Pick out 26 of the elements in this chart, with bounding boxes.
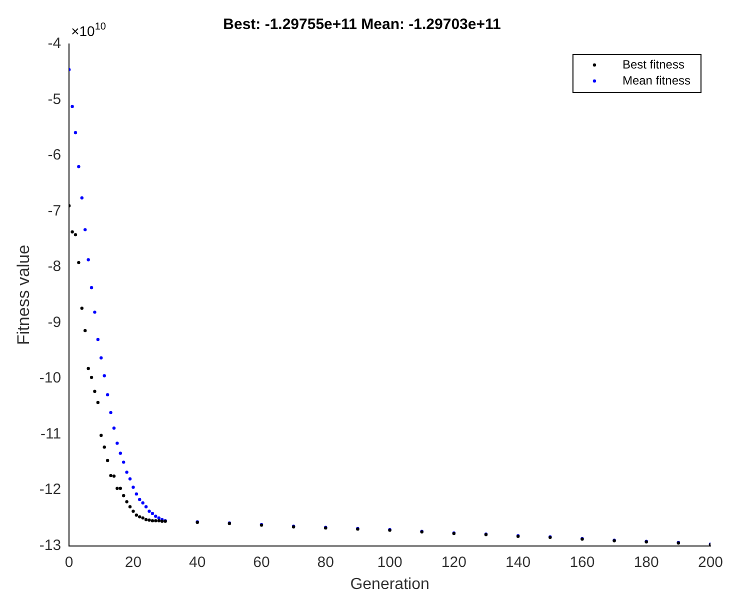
x-tick-label: 180	[634, 554, 659, 571]
y-tick-label: -12	[39, 481, 62, 498]
x-tick-label: 20	[124, 554, 142, 571]
y-tick-label: -10	[39, 370, 62, 387]
y-tick-label: -5	[48, 90, 62, 108]
x-tick-label: 0	[64, 554, 74, 571]
y-tick-label: -7	[48, 202, 62, 220]
x-tick-label: 140	[506, 554, 531, 571]
x-axis-title: Generation	[350, 576, 430, 593]
y-tick-label: -11	[40, 425, 62, 442]
y-axis-title: Fitness value	[14, 244, 33, 345]
x-tick-label: 100	[377, 554, 402, 571]
y-tick-label: -8	[48, 258, 62, 276]
legend-label: Mean fitness	[622, 73, 690, 88]
y-tick-label: -6	[48, 146, 62, 164]
legend-label: Best fitness	[622, 57, 684, 72]
y-tick-label: -4	[48, 35, 62, 52]
x-tick-label: 160	[570, 554, 595, 571]
x-tick-label: 80	[317, 554, 334, 571]
x-tick-label: 120	[441, 554, 466, 571]
x-tick-label: 200	[698, 554, 723, 571]
y-tick-label: -9	[48, 314, 62, 331]
chart-title: Best: -1.29755e+11 Mean: -1.29703e+11	[223, 16, 501, 34]
y-tick-label: -13	[39, 536, 62, 554]
x-tick-label: 60	[253, 554, 270, 571]
x-tick-label: 40	[189, 554, 206, 571]
